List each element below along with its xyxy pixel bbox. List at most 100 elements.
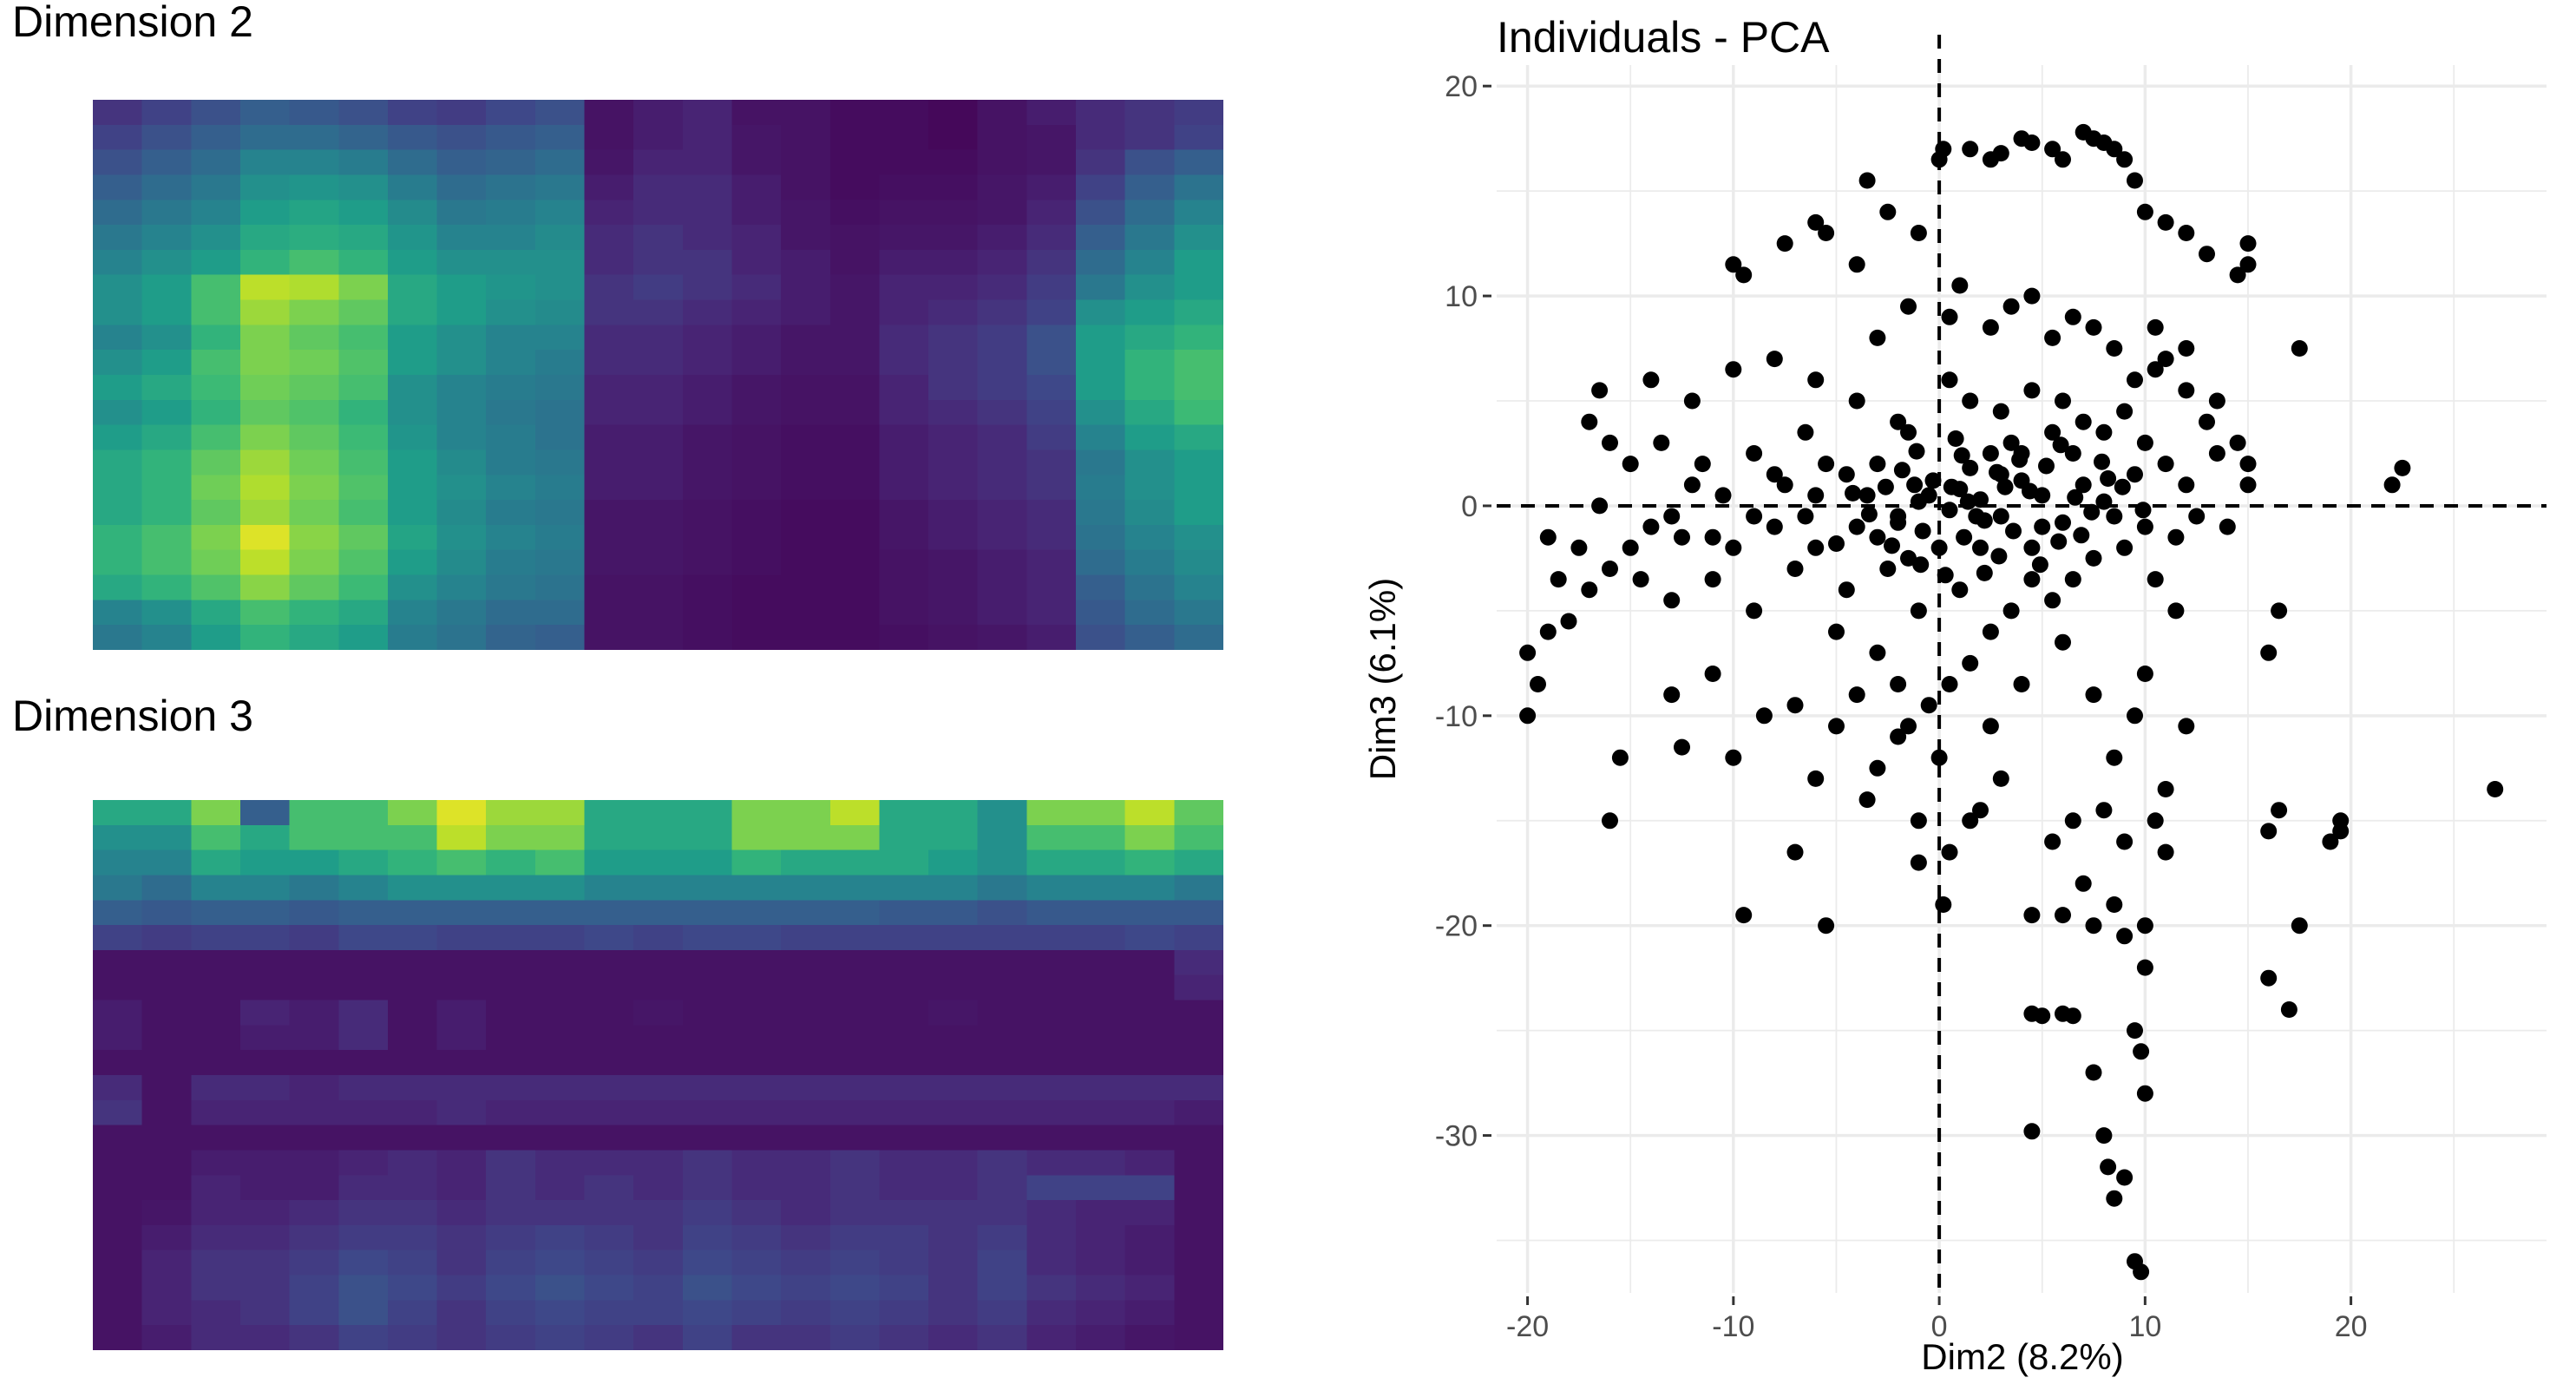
- heatmap-dim3-cell-r10-c16: [879, 1050, 929, 1076]
- heatmap-dim3-cell-r16-c21: [1124, 1200, 1175, 1226]
- heatmap-dim3-cell-r18-c18: [977, 1250, 1027, 1276]
- heatmap-dim3-cell-r19-c19: [1026, 1275, 1077, 1301]
- heatmap-dim2-cell-r1-c13: [731, 124, 782, 151]
- heatmap-dim3-cell-r10-c17: [928, 1050, 979, 1076]
- heatmap-dim2-cell-r14-c20: [1076, 449, 1126, 476]
- heatmap-dim2-cell-r9-c15: [829, 325, 881, 351]
- heatmap-dim3-cell-r19-c20: [1076, 1275, 1126, 1301]
- heatmap-dim2-cell-r8-c13: [731, 299, 782, 325]
- data-point-223: [1941, 371, 1958, 389]
- data-point-169: [2044, 833, 2061, 850]
- data-point-153: [2136, 1085, 2153, 1102]
- data-point-195: [2239, 476, 2257, 494]
- dimension-2-title: Dimension 2: [12, 0, 253, 46]
- data-point-119: [2064, 308, 2081, 325]
- heatmap-dim2-cell-r20-c16: [879, 600, 929, 626]
- heatmap-dim3-cell-r4-c1: [141, 900, 192, 926]
- data-point-77: [1755, 707, 1773, 725]
- heatmap-dim3-cell-r8-c17: [928, 1000, 979, 1026]
- heatmap-dim2-cell-r4-c22: [1174, 200, 1223, 226]
- data-point-234: [2167, 528, 2185, 546]
- heatmap-dim2-cell-r18-c13: [731, 549, 782, 576]
- heatmap-dim3-cell-r0-c22: [1174, 800, 1223, 826]
- heatmap-dim2-cell-r21-c6: [387, 625, 438, 650]
- heatmap-dim2-cell-r7-c12: [682, 274, 733, 301]
- heatmap-dim2-cell-r1-c20: [1076, 124, 1126, 151]
- heatmap-dim2-cell-r7-c0: [93, 274, 143, 301]
- heatmap-dim3-cell-r13-c21: [1124, 1125, 1175, 1151]
- data-point-50: [1622, 456, 1639, 473]
- data-point-279: [2114, 478, 2131, 495]
- heatmap-dim3-cell-r14-c19: [1026, 1150, 1077, 1176]
- heatmap-dim3-cell-r17-c16: [879, 1224, 929, 1251]
- heatmap-dim2-cell-r17-c3: [239, 524, 291, 551]
- heatmap-dim2-cell-r18-c4: [289, 549, 339, 576]
- heatmap-dim2-cell-r8-c20: [1076, 299, 1126, 325]
- heatmap-dim3-cell-r9-c17: [928, 1025, 979, 1051]
- data-point-206: [1674, 528, 1690, 546]
- heatmap-dim3-cell-r16-c19: [1026, 1200, 1077, 1226]
- heatmap-dim2-cell-r7-c21: [1124, 274, 1175, 301]
- heatmap-dim2-cell-r5-c0: [93, 225, 143, 251]
- heatmap-dim3-cell-r17-c9: [534, 1224, 586, 1251]
- heatmap-dim3-cell-r15-c3: [239, 1175, 291, 1201]
- data-point-111: [1869, 329, 1886, 346]
- data-point-217: [1858, 487, 1876, 504]
- data-point-135: [2116, 539, 2134, 556]
- data-points: [1519, 123, 2504, 1281]
- heatmap-dim2-cell-r10-c8: [486, 350, 536, 376]
- heatmap-dim2-cell-r17-c12: [682, 524, 733, 551]
- data-point-202: [1838, 581, 1855, 599]
- heatmap-dim3-cell-r17-c22: [1174, 1224, 1223, 1251]
- heatmap-dim2-cell-r6-c7: [436, 249, 487, 276]
- heatmap-dim3-cell-r10-c11: [633, 1050, 684, 1076]
- heatmap-dim2-cell-r3-c10: [584, 174, 634, 200]
- data-point-191: [2332, 823, 2350, 840]
- heatmap-dim2-cell-r12-c21: [1124, 399, 1175, 426]
- heatmap-dim2-cell-r4-c0: [93, 200, 143, 226]
- heatmap-dim2-cell-r9-c11: [633, 325, 684, 351]
- data-point-171: [2075, 875, 2092, 892]
- heatmap-dim2-cell-r2-c4: [289, 149, 339, 176]
- heatmap-dim2-cell-r11-c6: [387, 375, 438, 401]
- heatmap-dim3-cell-r4-c9: [534, 900, 586, 926]
- heatmap-dim2-cell-r18-c0: [93, 549, 143, 576]
- heatmap-dim3-cell-r10-c3: [239, 1050, 291, 1076]
- data-point-26: [1914, 522, 1931, 540]
- heatmap-dim2-cell-r2-c1: [141, 149, 192, 176]
- heatmap-dim2-cell-r6-c9: [534, 249, 586, 276]
- heatmap-dim2-cell-r8-c4: [289, 299, 339, 325]
- heatmap-dim2-cell-r15-c17: [928, 475, 979, 501]
- data-point-213: [1704, 528, 1721, 546]
- heatmap-dim3-cell-r14-c11: [633, 1150, 684, 1176]
- heatmap-dim2-cell-r14-c16: [879, 449, 929, 476]
- heatmap-dim2-cell-r0-c6: [387, 100, 438, 126]
- heatmap-dim2-cell-r11-c16: [879, 375, 929, 401]
- heatmap-dim3-cell-r15-c7: [436, 1175, 487, 1201]
- heatmap-dim3-cell-r5-c4: [289, 925, 339, 951]
- heatmap-dim3-cell-r11-c7: [436, 1075, 487, 1101]
- data-point-181: [2055, 633, 2071, 651]
- heatmap-dim2-cell-r19-c9: [534, 574, 586, 600]
- data-point-179: [1982, 718, 1999, 735]
- heatmap-dim3-cell-r15-c17: [928, 1175, 979, 1201]
- heatmap-dim3-cell-r3-c11: [633, 875, 684, 901]
- heatmap-dim2-cell-r13-c15: [829, 424, 881, 451]
- heatmap-dim2-cell-r16-c21: [1124, 500, 1175, 526]
- heatmap-dim2-cell-r17-c2: [191, 524, 241, 551]
- heatmap-dim3-cell-r2-c11: [633, 849, 684, 876]
- heatmap-dim2-cell-r11-c2: [191, 375, 241, 401]
- heatmap-dim3-cell-r12-c7: [436, 1099, 487, 1126]
- heatmap-dim3-cell-r8-c13: [731, 1000, 782, 1026]
- heatmap-dim2-cell-r14-c0: [93, 449, 143, 476]
- heatmap-dim3-cell-r16-c13: [731, 1200, 782, 1226]
- heatmap-dim3-cell-r17-c12: [682, 1224, 733, 1251]
- heatmap-dim3-cell-r13-c15: [829, 1125, 881, 1151]
- y-tick-label: 20: [1445, 70, 1478, 103]
- data-point-150: [2127, 1022, 2143, 1040]
- data-point-248: [1951, 581, 1969, 599]
- heatmap-dim3-cell-r2-c12: [682, 849, 733, 876]
- data-point-83: [1807, 213, 1825, 231]
- data-point-192: [2322, 833, 2339, 850]
- data-point-263: [2083, 503, 2101, 521]
